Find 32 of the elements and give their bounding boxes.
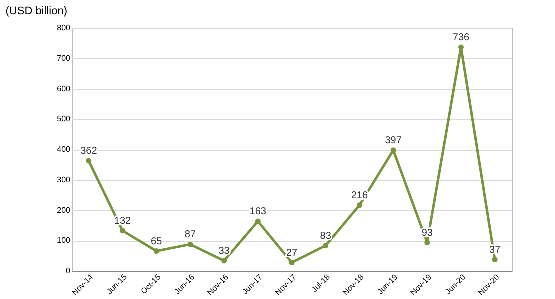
data-label: 27 — [286, 248, 298, 259]
y-tick-label: 800 — [57, 24, 72, 32]
data-label: 736 — [452, 32, 470, 44]
data-label: 397 — [385, 135, 402, 146]
point — [424, 240, 430, 246]
point — [86, 158, 92, 164]
y-tick-label: 700 — [57, 54, 72, 63]
data-label: 33 — [218, 246, 230, 257]
y-tick-label: 200 — [57, 206, 72, 215]
point — [222, 258, 228, 264]
y-tick-label: 500 — [57, 114, 72, 124]
data-label: 163 — [250, 206, 267, 218]
data-label: 362 — [80, 146, 98, 158]
y-tick-label: 400 — [57, 145, 72, 154]
data-label: 83 — [320, 230, 332, 242]
point — [154, 248, 160, 254]
point — [255, 218, 261, 224]
point — [458, 44, 464, 50]
y-axis-title: (USD billion) — [6, 6, 68, 18]
data-label: 65 — [151, 236, 163, 248]
y-tick-label: 100 — [57, 236, 72, 246]
point — [323, 243, 329, 249]
point — [120, 228, 126, 234]
point — [492, 257, 498, 262]
y-tick-label: 0 — [66, 266, 72, 276]
point — [188, 242, 194, 248]
point — [289, 260, 295, 266]
y-tick-label: 600 — [57, 84, 72, 94]
y-tick-label: 300 — [57, 175, 72, 184]
point — [356, 202, 362, 208]
data-label: 87 — [184, 230, 196, 241]
data-label: 93 — [422, 228, 434, 239]
